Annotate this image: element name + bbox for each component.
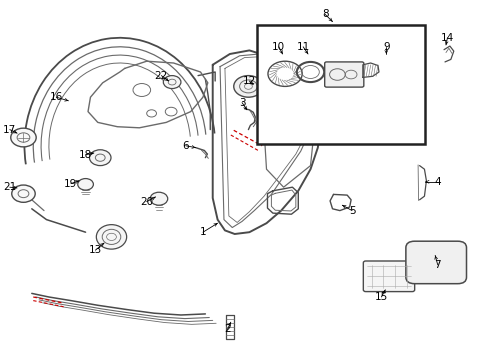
Text: 11: 11 — [296, 42, 309, 52]
Text: 7: 7 — [433, 260, 440, 270]
Text: 17: 17 — [3, 125, 17, 135]
Circle shape — [233, 76, 263, 97]
Text: 2: 2 — [224, 324, 230, 334]
Text: 3: 3 — [238, 98, 245, 108]
Circle shape — [163, 76, 181, 89]
Text: 9: 9 — [382, 42, 389, 52]
Circle shape — [89, 150, 111, 166]
Text: 19: 19 — [64, 179, 78, 189]
FancyBboxPatch shape — [363, 261, 414, 292]
Text: 12: 12 — [242, 76, 256, 86]
Circle shape — [11, 128, 36, 147]
Text: 8: 8 — [321, 9, 328, 19]
Text: 5: 5 — [348, 206, 355, 216]
Text: 21: 21 — [3, 182, 17, 192]
Text: 1: 1 — [199, 227, 206, 237]
Circle shape — [78, 179, 93, 190]
Circle shape — [150, 192, 167, 205]
Text: 18: 18 — [79, 150, 92, 160]
Text: 6: 6 — [182, 141, 189, 151]
Text: 15: 15 — [374, 292, 387, 302]
Text: 10: 10 — [272, 42, 285, 52]
Text: 20: 20 — [140, 197, 153, 207]
FancyBboxPatch shape — [324, 62, 363, 87]
Text: 14: 14 — [440, 33, 453, 43]
Circle shape — [12, 185, 35, 202]
FancyBboxPatch shape — [405, 241, 466, 284]
Text: 4: 4 — [433, 177, 440, 187]
Text: 22: 22 — [154, 71, 168, 81]
Text: 13: 13 — [88, 245, 102, 255]
Bar — [256, 25, 425, 144]
Text: 16: 16 — [49, 92, 63, 102]
Ellipse shape — [96, 225, 126, 249]
